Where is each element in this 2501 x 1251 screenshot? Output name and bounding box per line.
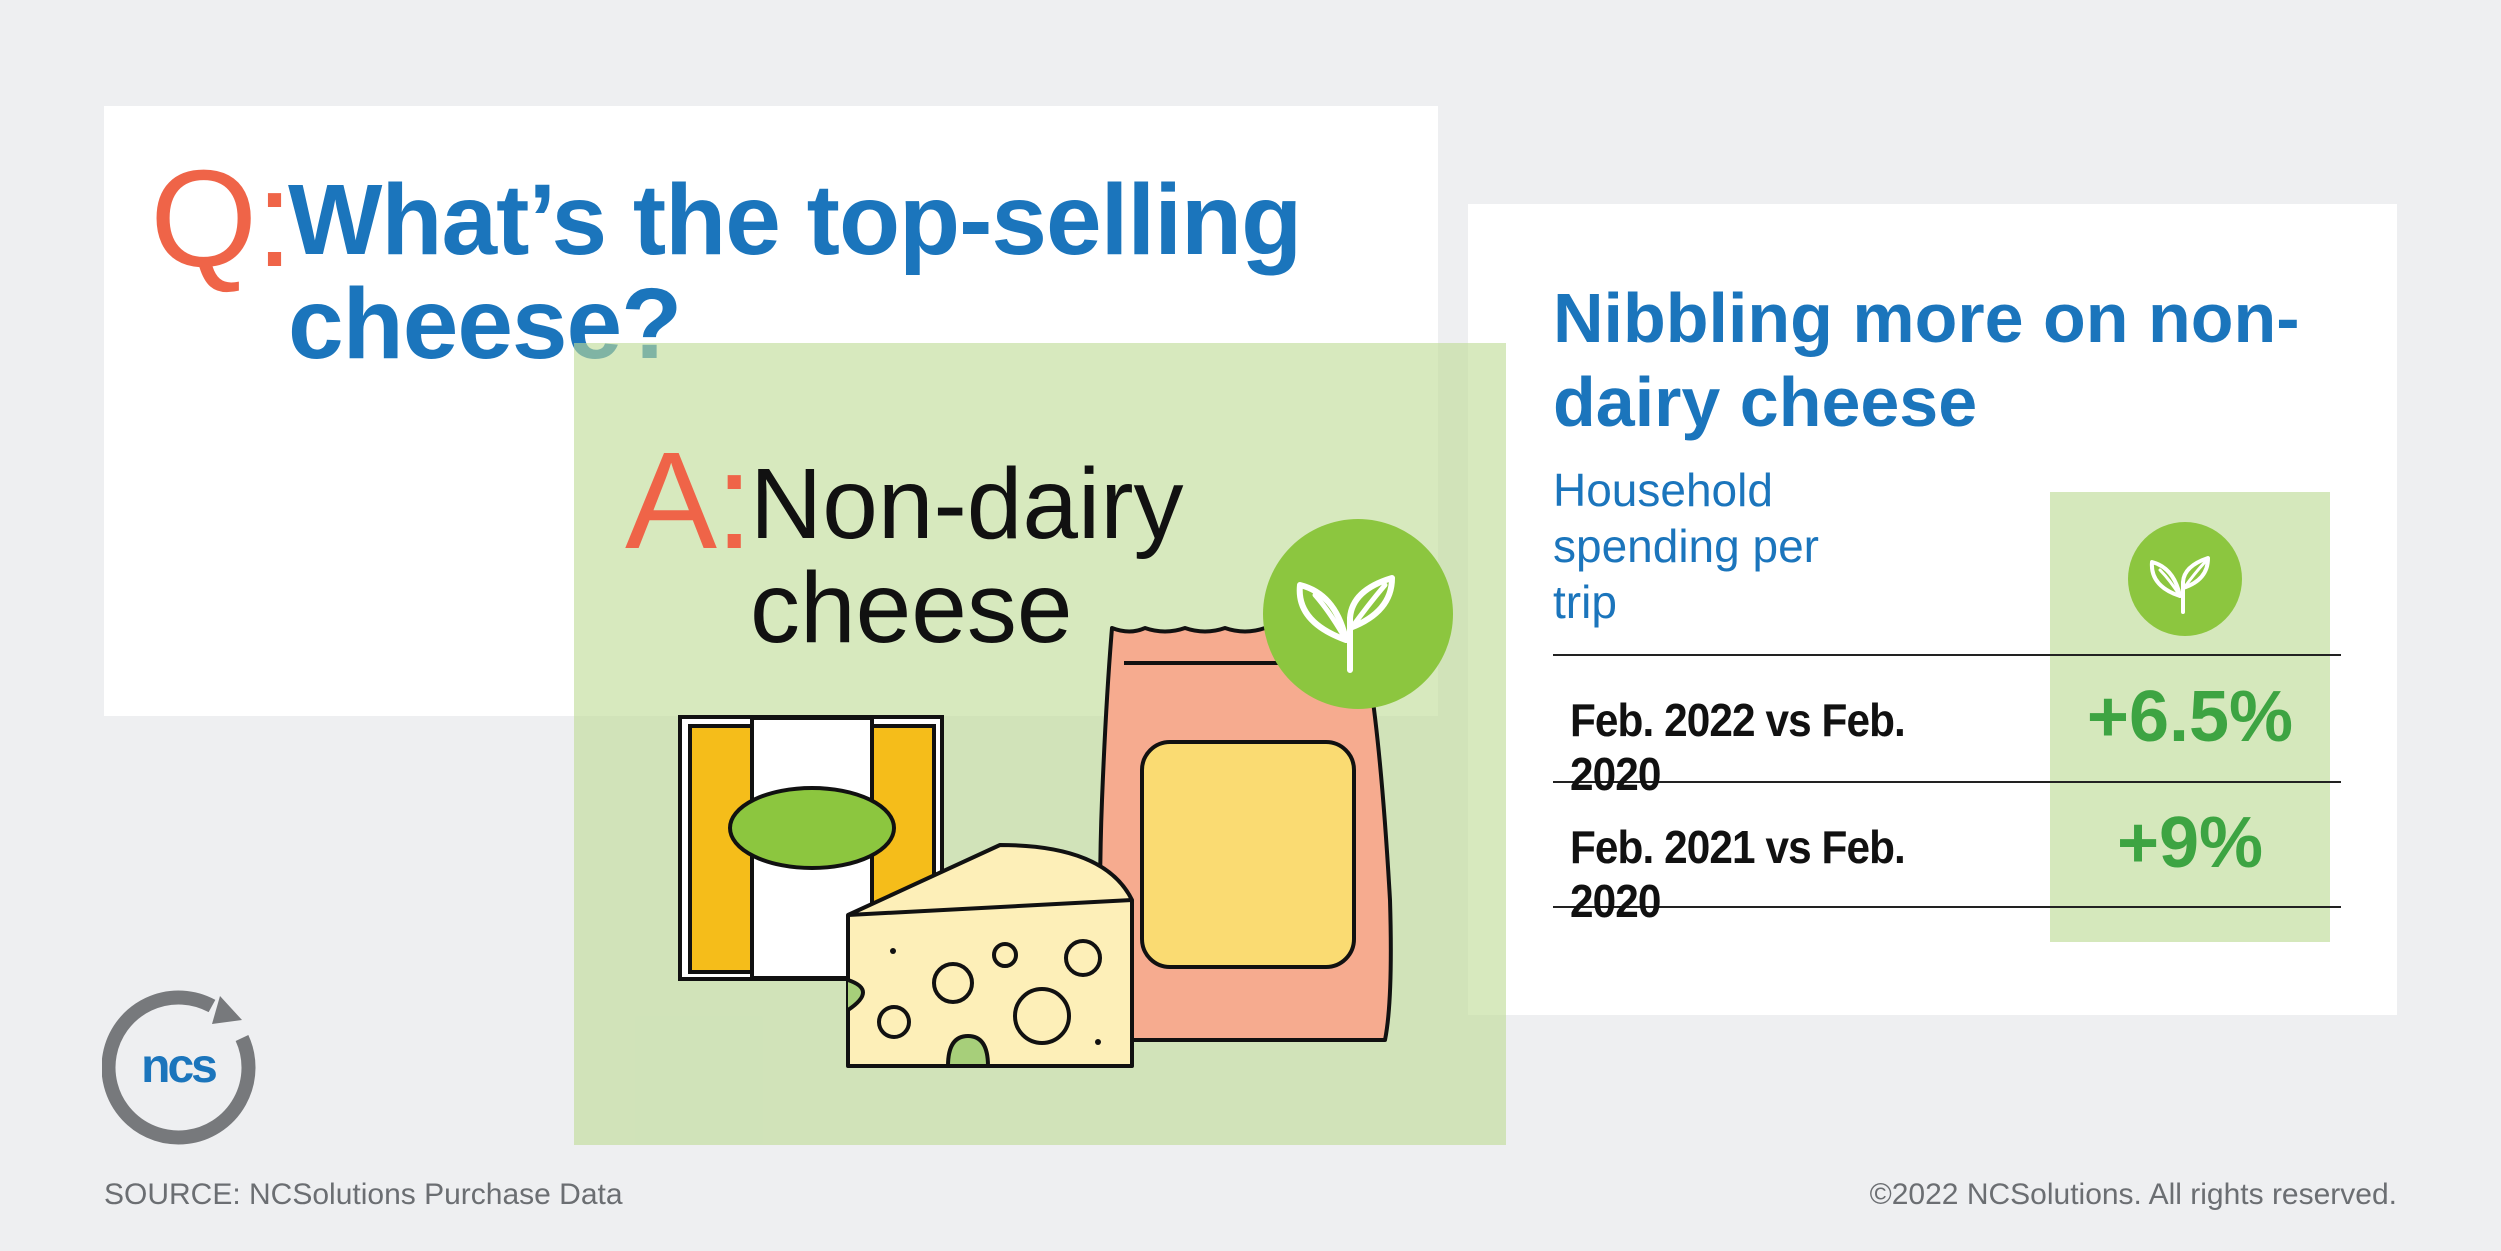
- stats-title: Nibbling more on non-dairy cheese: [1553, 279, 2300, 441]
- ncs-logo-icon: ncs: [102, 990, 256, 1145]
- stat-row-label: Feb. 2021 vs Feb. 2020: [1570, 821, 1906, 927]
- row-divider: [1553, 906, 2341, 908]
- answer-letter: A:: [625, 424, 753, 578]
- leaf-icon: [1263, 519, 1453, 709]
- row-divider: [1553, 781, 2341, 783]
- copyright-note: ©2022 NCSolutions. All rights reserved.: [1869, 1178, 2397, 1211]
- row-divider: [1553, 654, 2341, 656]
- stats-subtitle: Household spending per trip: [1553, 464, 1819, 628]
- stat-row-value: +9%: [2116, 803, 2264, 883]
- source-note: SOURCE: NCSolutions Purchase Data: [104, 1178, 623, 1211]
- leaf-icon: [2128, 522, 2242, 636]
- stat-row-label: Feb. 2022 vs Feb. 2020: [1570, 694, 1906, 800]
- stat-row-value: +6.5%: [2086, 677, 2294, 757]
- question-letter: Q:: [150, 142, 294, 296]
- question-title: What’s the top-selling cheese?: [288, 164, 1302, 380]
- cheese-wedge-icon: [846, 843, 1134, 1068]
- cheese-illustration: [678, 519, 1453, 1068]
- answer-text: Non-dairy cheese: [750, 448, 1184, 664]
- logo-text: ncs: [141, 1040, 216, 1093]
